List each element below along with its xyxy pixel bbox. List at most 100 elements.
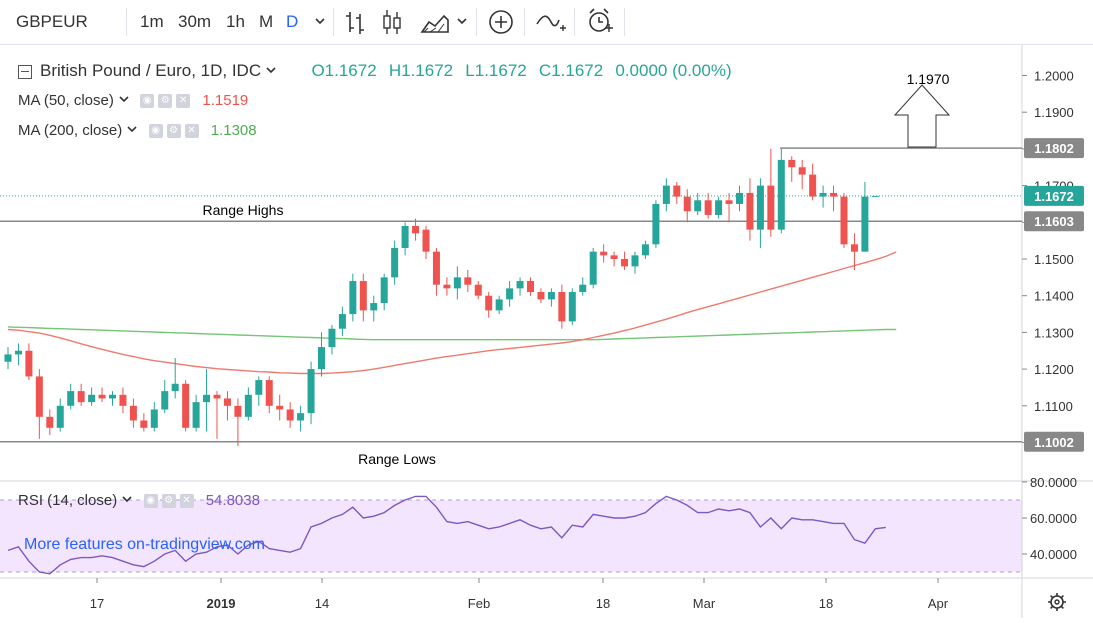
range-lows-label: Range Lows bbox=[358, 451, 436, 467]
ma200-label[interactable]: MA (200, close) bbox=[18, 122, 123, 139]
series-title[interactable]: British Pound / Euro, 1D, IDC bbox=[40, 61, 262, 80]
candle-style-button[interactable] bbox=[382, 0, 404, 44]
interval-30m[interactable]: 30m bbox=[178, 12, 212, 31]
moving-averages bbox=[7, 251, 897, 375]
target-label: 1.1970 bbox=[907, 71, 950, 87]
price-label-box bbox=[1024, 138, 1084, 159]
candle-style-icon bbox=[383, 10, 401, 34]
candles bbox=[4, 148, 879, 447]
price-label-box bbox=[1024, 211, 1084, 232]
price-tick-label: 1.1900 bbox=[1034, 105, 1074, 120]
interval-day[interactable]: D bbox=[286, 12, 299, 31]
gear-icon[interactable] bbox=[1048, 593, 1066, 611]
candle-body bbox=[25, 350, 33, 377]
rsi-legend[interactable]: RSI (14, close) ◉ ⚙ ✕ 54.8038 bbox=[18, 492, 260, 509]
candle-body bbox=[161, 391, 169, 410]
candle-body bbox=[391, 247, 399, 278]
candle-body bbox=[359, 281, 367, 311]
candle-body bbox=[140, 420, 148, 428]
close-icon[interactable]: ✕ bbox=[179, 494, 194, 509]
bar-style-button[interactable] bbox=[345, 0, 367, 44]
indicator-icon bbox=[536, 15, 566, 31]
candle-body bbox=[77, 391, 85, 403]
candle-body bbox=[850, 244, 858, 252]
candle-body bbox=[746, 192, 754, 230]
candle-body bbox=[694, 200, 702, 212]
chevron-down-icon[interactable] bbox=[121, 493, 133, 505]
candle-body bbox=[14, 350, 22, 355]
toolbar-divider bbox=[333, 8, 334, 36]
time-tick-label: 2019 bbox=[207, 596, 236, 611]
eye-icon[interactable]: ◉ bbox=[140, 94, 155, 109]
candle-body bbox=[192, 402, 200, 428]
eye-icon[interactable]: ◉ bbox=[148, 124, 163, 139]
ma200-value: 1.1308 bbox=[210, 122, 257, 139]
alert-button[interactable] bbox=[585, 0, 615, 44]
candle-body bbox=[244, 394, 252, 417]
candle-body bbox=[129, 405, 137, 421]
candle-body bbox=[568, 292, 576, 322]
candle-body bbox=[537, 292, 545, 300]
chart-type-dropdown[interactable] bbox=[455, 0, 469, 44]
interval-1h[interactable]: 1h bbox=[226, 12, 245, 31]
candle-body bbox=[579, 284, 587, 293]
indicators-button[interactable] bbox=[535, 0, 567, 44]
rsi-line bbox=[7, 495, 886, 575]
gear-icon[interactable]: ⚙ bbox=[158, 94, 173, 109]
interval-1m[interactable]: 1m bbox=[140, 12, 164, 31]
price-label-text: 1.1802 bbox=[1034, 141, 1074, 156]
alert-icon bbox=[589, 8, 613, 32]
collapse-icon[interactable] bbox=[18, 65, 32, 80]
candle-body bbox=[704, 200, 712, 215]
gear-icon[interactable]: ⚙ bbox=[161, 494, 176, 509]
candle-body bbox=[777, 159, 785, 230]
candle-body bbox=[234, 405, 242, 417]
time-axis[interactable]: 17 2019 14 Feb 18 Mar 18 Apr bbox=[90, 578, 949, 611]
price-label-box bbox=[1024, 431, 1084, 452]
candle-body bbox=[840, 196, 848, 245]
compare-button[interactable] bbox=[488, 0, 514, 44]
price-axis[interactable]: 1.20001.19001.18001.17001.16001.15001.14… bbox=[1022, 69, 1074, 451]
range-highs-label: Range Highs bbox=[203, 202, 284, 218]
ma50-legend[interactable]: MA (50, close) ◉ ⚙ ✕ 1.1519 bbox=[18, 92, 248, 109]
candle-body bbox=[736, 192, 743, 204]
candle-body bbox=[297, 413, 305, 421]
area-style-button[interactable] bbox=[420, 0, 450, 44]
rsi-axis[interactable]: 80.0000 60.0000 40.0000 bbox=[1022, 475, 1077, 562]
close-icon[interactable]: ✕ bbox=[176, 94, 191, 109]
close-icon[interactable]: ✕ bbox=[184, 124, 199, 139]
chevron-down-icon bbox=[457, 18, 467, 25]
candle-body bbox=[662, 185, 670, 204]
rsi-label[interactable]: RSI (14, close) bbox=[18, 492, 118, 509]
candle-body bbox=[213, 394, 221, 399]
eye-icon[interactable]: ◉ bbox=[143, 494, 158, 509]
price-label-box bbox=[1024, 185, 1084, 206]
chevron-down-icon bbox=[315, 18, 325, 25]
chevron-down-icon[interactable] bbox=[118, 93, 130, 105]
price-chart[interactable]: 1.20001.19001.18001.17001.16001.15001.14… bbox=[0, 45, 1093, 618]
candle-body bbox=[432, 251, 440, 285]
price-label-text: 1.1672 bbox=[1034, 189, 1074, 204]
candle-body bbox=[46, 416, 54, 428]
interval-dropdown[interactable] bbox=[313, 0, 327, 44]
candle-body bbox=[495, 299, 503, 311]
interval-month[interactable]: M bbox=[259, 12, 274, 31]
candle-body bbox=[621, 259, 629, 267]
candle-body bbox=[809, 174, 817, 197]
candle-body bbox=[589, 251, 597, 285]
watermark-link[interactable]: More features on-tradingview.com bbox=[24, 536, 265, 553]
symbol-search[interactable]: GBPEUR bbox=[16, 12, 88, 31]
price-tick-label: 1.1400 bbox=[1034, 289, 1074, 304]
chevron-down-icon[interactable] bbox=[126, 123, 138, 135]
candle-body bbox=[203, 394, 211, 403]
chevron-down-icon[interactable] bbox=[265, 63, 277, 80]
ma200-legend[interactable]: MA (200, close) ◉ ⚙ ✕ 1.1308 bbox=[18, 122, 257, 139]
candle-body bbox=[276, 405, 284, 410]
ma200-line bbox=[7, 326, 897, 341]
candle-body bbox=[558, 292, 566, 322]
ma50-label[interactable]: MA (50, close) bbox=[18, 92, 114, 109]
candle-body bbox=[401, 225, 409, 248]
candle-body bbox=[67, 391, 75, 406]
candle-body bbox=[506, 288, 514, 300]
gear-icon[interactable]: ⚙ bbox=[166, 124, 181, 139]
